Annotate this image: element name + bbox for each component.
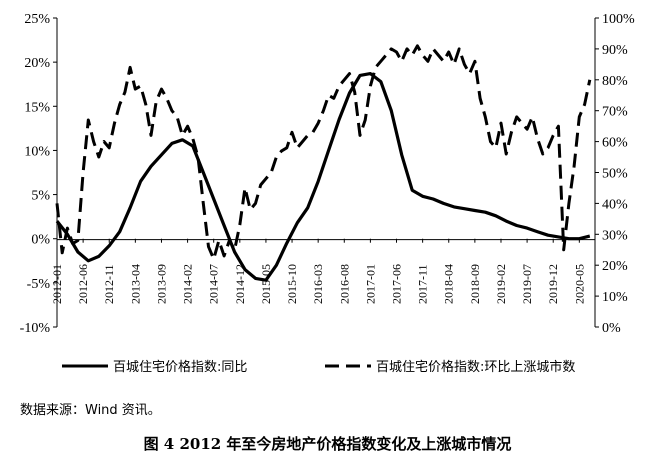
x-tick-label: 2013-04 bbox=[128, 264, 142, 304]
right-axis-ticks: 100% 90% 80% 70% 60% 50% 40% 30% 20% 10% 0% bbox=[595, 12, 635, 336]
x-tick-label: 2018-09 bbox=[468, 264, 482, 304]
legend-label-rising-cities: 百城住宅价格指数:环比上涨城市数 bbox=[376, 359, 575, 375]
left-axis-ticks: 25% 20% 15% 10% 5% 0% -5% -10% bbox=[20, 12, 57, 336]
right-tick-label: 60% bbox=[602, 136, 628, 151]
right-tick-label: 90% bbox=[602, 43, 628, 58]
left-tick-label: -10% bbox=[20, 321, 51, 336]
right-tick-label: 40% bbox=[602, 197, 628, 212]
x-tick-label: 2019-02 bbox=[494, 264, 508, 304]
figure-caption: 图 4 2012 年至今房地产价格指数变化及上涨城市情况 bbox=[143, 435, 512, 453]
left-tick-label: 25% bbox=[24, 12, 50, 27]
x-tick-label: 2017-06 bbox=[390, 264, 404, 304]
right-tick-label: 50% bbox=[602, 167, 628, 182]
left-tick-label: 10% bbox=[24, 144, 50, 159]
series-lines bbox=[55, 44, 592, 282]
x-tick-label: 2012-06 bbox=[76, 264, 90, 304]
x-tick-label: 2014-02 bbox=[181, 264, 195, 304]
series-line-rising-cities bbox=[55, 44, 592, 261]
x-axis-ticks: 2012-01 2012-06 2012-11 2013-04 2013-09 2014-… bbox=[50, 238, 586, 304]
x-tick-label: 2012-01 bbox=[50, 264, 64, 304]
series-line-yoy bbox=[55, 72, 591, 282]
left-tick-label: 5% bbox=[31, 189, 50, 204]
left-tick-label: 20% bbox=[24, 56, 50, 71]
x-tick-label: 2014-12 bbox=[233, 264, 247, 304]
right-tick-label: 80% bbox=[602, 74, 628, 89]
legend: 百城住宅价格指数:同比 百城住宅价格指数:环比上涨城市数 bbox=[62, 359, 575, 375]
x-tick-label: 2012-11 bbox=[102, 264, 116, 304]
legend-label-yoy: 百城住宅价格指数:同比 bbox=[113, 359, 247, 375]
right-tick-label: 70% bbox=[602, 105, 628, 120]
x-tick-label: 2015-05 bbox=[259, 264, 273, 304]
x-tick-label: 2017-11 bbox=[416, 264, 430, 304]
left-tick-label: 0% bbox=[31, 233, 50, 248]
x-tick-label: 2020-05 bbox=[572, 264, 586, 304]
left-tick-label: -5% bbox=[27, 277, 51, 292]
x-tick-label: 2016-03 bbox=[311, 264, 325, 304]
source-note: 数据来源：Wind 资讯。 bbox=[20, 403, 161, 418]
x-tick-label: 2014-07 bbox=[207, 264, 221, 304]
right-tick-label: 100% bbox=[602, 12, 635, 27]
x-tick-label: 2017-01 bbox=[363, 264, 377, 304]
dual-axis-line-chart: 25% 20% 15% 10% 5% 0% -5% -10% 100% 90% 80% 70% 60%… bbox=[20, 12, 635, 375]
x-tick-label: 2013-09 bbox=[154, 264, 168, 304]
right-tick-label: 30% bbox=[602, 228, 628, 243]
right-tick-label: 20% bbox=[602, 259, 628, 274]
right-tick-label: 0% bbox=[602, 321, 621, 336]
x-tick-label: 2016-08 bbox=[337, 264, 351, 304]
x-tick-label: 2018-04 bbox=[442, 264, 456, 304]
x-tick-label: 2019-07 bbox=[520, 264, 534, 304]
x-tick-label: 2019-12 bbox=[546, 264, 560, 304]
x-tick-label: 2015-10 bbox=[285, 264, 299, 304]
left-tick-label: 15% bbox=[24, 100, 50, 115]
right-tick-label: 10% bbox=[602, 290, 628, 305]
